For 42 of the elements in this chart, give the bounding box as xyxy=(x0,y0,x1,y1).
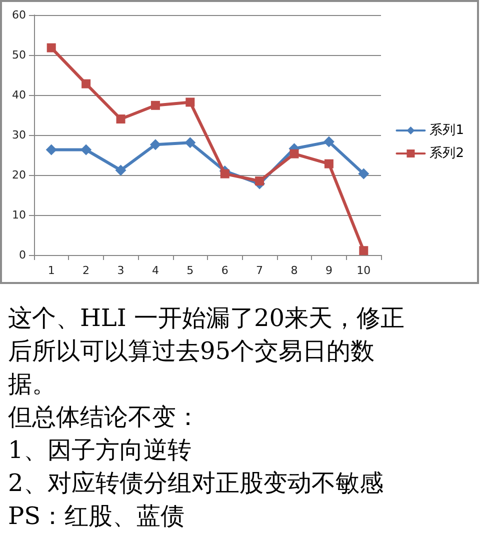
x-tick-label: 2 xyxy=(82,264,90,277)
point xyxy=(82,79,91,88)
x-tick-label: 8 xyxy=(290,264,298,277)
text: 1、因子方向逆转 xyxy=(8,435,192,466)
text: 2、对应转债分组对正股变动不敏感 xyxy=(8,468,384,499)
point xyxy=(46,144,57,156)
point xyxy=(358,168,370,180)
point xyxy=(150,139,161,150)
point xyxy=(290,149,299,158)
y-tick-label: 60 xyxy=(12,8,26,22)
point xyxy=(116,114,126,124)
point xyxy=(323,136,334,148)
x-tick-label: 6 xyxy=(221,264,228,277)
x-tick-label: 10 xyxy=(356,264,371,277)
point xyxy=(255,176,264,186)
point xyxy=(324,159,334,168)
x-tick-label: 5 xyxy=(186,264,194,277)
y-tick-label: 20 xyxy=(12,168,26,182)
text: 这个、HLI 一开始漏了20来天，修正后所以可以算过去95个交易日的数据。 xyxy=(8,303,406,400)
y-tick-label: 10 xyxy=(12,208,26,222)
point xyxy=(184,137,196,148)
legend-label: 系列2 xyxy=(430,146,464,161)
y-tick-label: 40 xyxy=(12,88,26,102)
x-tick-label: 3 xyxy=(117,264,124,277)
point xyxy=(220,169,230,178)
point xyxy=(359,246,368,256)
x-tick-label: 7 xyxy=(256,264,264,277)
x-tick-label: 1 xyxy=(48,264,55,277)
point xyxy=(186,98,195,107)
y-tick-label: 30 xyxy=(12,128,26,142)
legend-label: 系列1 xyxy=(430,123,464,138)
point xyxy=(80,144,92,156)
chart-frame: 0 10 20 30 40 50 60 1 2 3 4 5 6 7 8 9 10 系列1 系列2 xyxy=(0,0,479,284)
point xyxy=(115,164,126,176)
x-tick-label: 9 xyxy=(325,264,332,277)
point xyxy=(150,100,160,110)
y-tick-label: 0 xyxy=(19,248,26,262)
x-tick-label: 4 xyxy=(152,264,159,277)
point xyxy=(46,43,56,52)
y-tick-label: 50 xyxy=(12,48,26,62)
text: PS：红股、蓝债 xyxy=(8,501,186,532)
text: 但总体结论不变： xyxy=(8,402,201,433)
